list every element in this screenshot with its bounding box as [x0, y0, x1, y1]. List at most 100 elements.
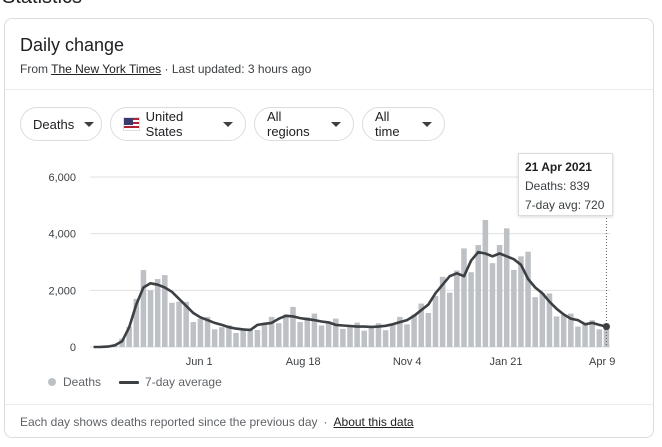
y-axis-ticks: 0 2,000 4,000 6,000	[48, 172, 76, 354]
source-link[interactable]: The New York Times	[51, 62, 162, 76]
bar	[418, 303, 424, 347]
chart-legend: Deaths 7-day average	[48, 375, 222, 389]
bar	[546, 293, 553, 347]
bar	[268, 316, 275, 347]
bar	[411, 314, 417, 347]
x-tick-label: Jan 21	[489, 356, 522, 368]
bar	[119, 338, 125, 347]
bar	[539, 293, 546, 347]
bar	[375, 323, 382, 347]
legend-deaths-label: Deaths	[63, 375, 102, 389]
bar	[162, 275, 168, 347]
x-tick-label: Jun 1	[186, 356, 213, 368]
bar	[425, 313, 432, 347]
bar	[219, 327, 225, 347]
bar	[589, 320, 595, 347]
y-tick-label: 6,000	[48, 172, 76, 184]
tooltip-average: 7-day avg: 720	[525, 198, 605, 212]
bar	[439, 276, 446, 347]
metric-dropdown[interactable]: Deaths	[20, 107, 102, 141]
bar	[568, 313, 574, 347]
footer: Each day shows deaths reported since the…	[20, 415, 414, 429]
bar	[482, 219, 489, 347]
line-legend-swatch	[119, 380, 140, 384]
bar	[147, 290, 154, 347]
metric-dropdown-label: Deaths	[33, 116, 75, 132]
y-tick-label: 0	[70, 342, 76, 354]
bar	[582, 322, 588, 347]
bar	[404, 324, 410, 347]
bar	[304, 317, 311, 347]
bar	[332, 318, 339, 347]
bar	[489, 263, 496, 347]
bar	[290, 306, 296, 347]
us-flag-icon	[123, 117, 140, 131]
chevron-down-icon	[422, 121, 432, 127]
time-range-dropdown-label: All time	[375, 109, 400, 139]
bar	[511, 269, 517, 347]
chevron-down-icon	[84, 121, 95, 127]
deaths-chart[interactable]: 0 2,000 4,000 6,000 Jun 1 Aug 18 Nov 4 Jan 21 A…	[5, 19, 654, 379]
source-prefix: From	[20, 62, 48, 76]
bar	[226, 325, 232, 347]
bar	[454, 270, 460, 347]
about-data-link[interactable]: About this data	[333, 415, 414, 429]
x-tick-label: Aug 18	[286, 356, 321, 368]
time-range-dropdown[interactable]: All time	[362, 107, 445, 141]
bar	[560, 314, 567, 347]
bar	[261, 323, 268, 347]
bar	[354, 322, 360, 347]
chevron-down-icon	[331, 121, 341, 127]
bar	[233, 332, 239, 347]
x-tick-label: Apr 9	[589, 356, 615, 368]
bar	[283, 314, 289, 347]
bar	[503, 228, 510, 347]
legend-average-label: 7-day average	[145, 375, 222, 389]
y-tick-label: 4,000	[48, 229, 76, 241]
bar	[176, 301, 182, 347]
bar	[140, 270, 147, 347]
seven-day-average-line	[93, 250, 607, 349]
bars-legend-swatch	[48, 378, 56, 386]
bar	[311, 313, 318, 347]
bar	[204, 316, 211, 347]
bar	[446, 292, 453, 347]
source-line: From The New York Times · Last updated: …	[20, 62, 311, 76]
bar	[496, 245, 503, 347]
bar	[389, 324, 396, 347]
x-tick-label: Nov 4	[393, 356, 422, 368]
bar	[525, 251, 531, 347]
bar	[325, 321, 332, 347]
last-updated: · Last updated: 3 hours ago	[161, 62, 312, 76]
chevron-down-icon	[223, 121, 233, 127]
country-dropdown[interactable]: United States	[110, 107, 246, 141]
bar	[154, 279, 161, 347]
divider	[5, 404, 653, 405]
hover-point[interactable]	[602, 323, 610, 331]
bar	[133, 298, 140, 347]
bar	[276, 323, 282, 347]
bar	[432, 296, 439, 347]
bar	[318, 325, 325, 347]
x-axis-ticks: Jun 1 Aug 18 Nov 4 Jan 21 Apr 9	[186, 356, 616, 368]
bar	[575, 326, 581, 347]
y-tick-label: 2,000	[48, 285, 76, 297]
footer-note: Each day shows deaths reported since the…	[20, 415, 318, 429]
bar	[169, 302, 175, 347]
bar	[382, 330, 389, 347]
region-dropdown[interactable]: All regions	[254, 107, 354, 141]
bar	[247, 328, 254, 347]
footer-separator: ·	[323, 415, 328, 429]
bar	[340, 328, 346, 347]
covid-chart-card: Daily change From The New York Times · L…	[4, 18, 654, 438]
bar	[183, 301, 189, 347]
bar	[197, 318, 204, 347]
bar	[532, 297, 538, 347]
page-heading-clipped: Statistics	[2, 0, 82, 9]
tooltip-deaths: Deaths: 839	[525, 179, 590, 193]
bar-series	[97, 219, 610, 347]
country-dropdown-label: United States	[145, 109, 184, 139]
card-title: Daily change	[20, 35, 125, 55]
bar	[297, 322, 303, 347]
bar	[596, 329, 603, 347]
